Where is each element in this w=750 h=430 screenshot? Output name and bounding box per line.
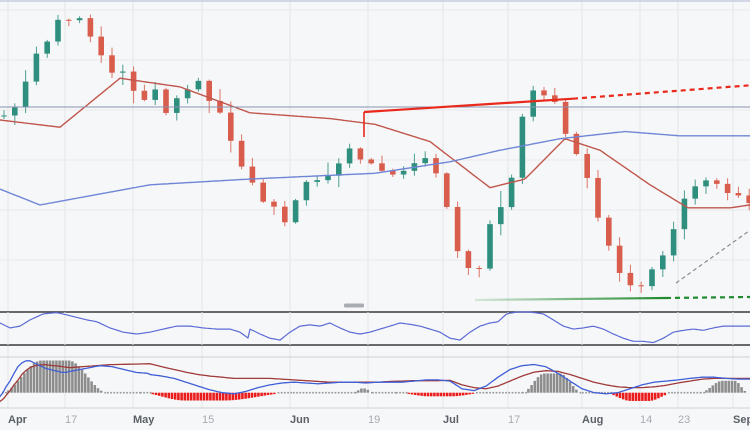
svg-text:17: 17 — [508, 414, 520, 426]
svg-text:Aug: Aug — [582, 414, 603, 426]
svg-text:Apr: Apr — [8, 414, 28, 426]
svg-text:14: 14 — [640, 414, 652, 426]
svg-text:May: May — [133, 414, 155, 426]
svg-text:19: 19 — [368, 414, 380, 426]
svg-text:15: 15 — [202, 414, 214, 426]
svg-text:Jul: Jul — [443, 414, 459, 426]
svg-text:23: 23 — [678, 414, 690, 426]
svg-text:17: 17 — [65, 414, 77, 426]
svg-text:Sep: Sep — [733, 414, 750, 426]
svg-text:Jun: Jun — [290, 414, 310, 426]
